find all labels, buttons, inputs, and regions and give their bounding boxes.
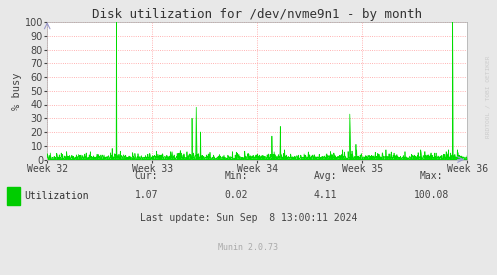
Text: RRDTOOL / TOBI OETIKER: RRDTOOL / TOBI OETIKER bbox=[486, 55, 491, 138]
Text: 100.08: 100.08 bbox=[414, 190, 449, 200]
Title: Disk utilization for /dev/nvme9n1 - by month: Disk utilization for /dev/nvme9n1 - by m… bbox=[92, 8, 422, 21]
Text: 0.02: 0.02 bbox=[224, 190, 248, 200]
Text: Utilization: Utilization bbox=[24, 191, 88, 201]
Text: Min:: Min: bbox=[224, 171, 248, 181]
Text: Last update: Sun Sep  8 13:00:11 2024: Last update: Sun Sep 8 13:00:11 2024 bbox=[140, 213, 357, 223]
Text: Max:: Max: bbox=[419, 171, 443, 181]
Text: Munin 2.0.73: Munin 2.0.73 bbox=[219, 243, 278, 252]
Text: Avg:: Avg: bbox=[314, 171, 337, 181]
Y-axis label: % busy: % busy bbox=[12, 72, 22, 109]
Text: Cur:: Cur: bbox=[135, 171, 159, 181]
Text: 4.11: 4.11 bbox=[314, 190, 337, 200]
Text: 1.07: 1.07 bbox=[135, 190, 159, 200]
